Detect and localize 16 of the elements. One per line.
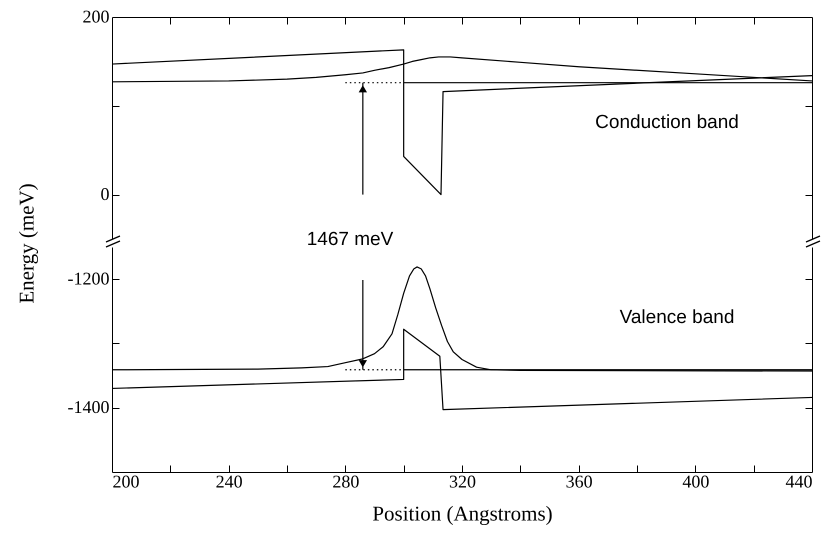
annotation: 1467 meV: [306, 229, 394, 250]
x-tick-label: 200: [112, 472, 140, 492]
y-tick-label: 200: [82, 6, 110, 26]
x-tick-label: 240: [216, 472, 243, 492]
x-tick-label: 400: [682, 472, 710, 492]
annotation: Valence band: [620, 307, 734, 328]
x-tick-label: 440: [786, 472, 812, 492]
annotation: Conduction band: [595, 112, 739, 133]
y-tick-label: -1400: [68, 397, 110, 418]
x-axis-title: Position (Angstroms): [372, 502, 553, 526]
x-tick-label: 320: [449, 472, 476, 492]
y-axis-title: Energy (meV): [14, 183, 38, 304]
y-tick-label: 0: [100, 184, 110, 204]
y-tick-label: -1200: [68, 268, 110, 289]
x-tick-label: 280: [332, 472, 360, 492]
x-tick-label: 360: [566, 472, 593, 492]
